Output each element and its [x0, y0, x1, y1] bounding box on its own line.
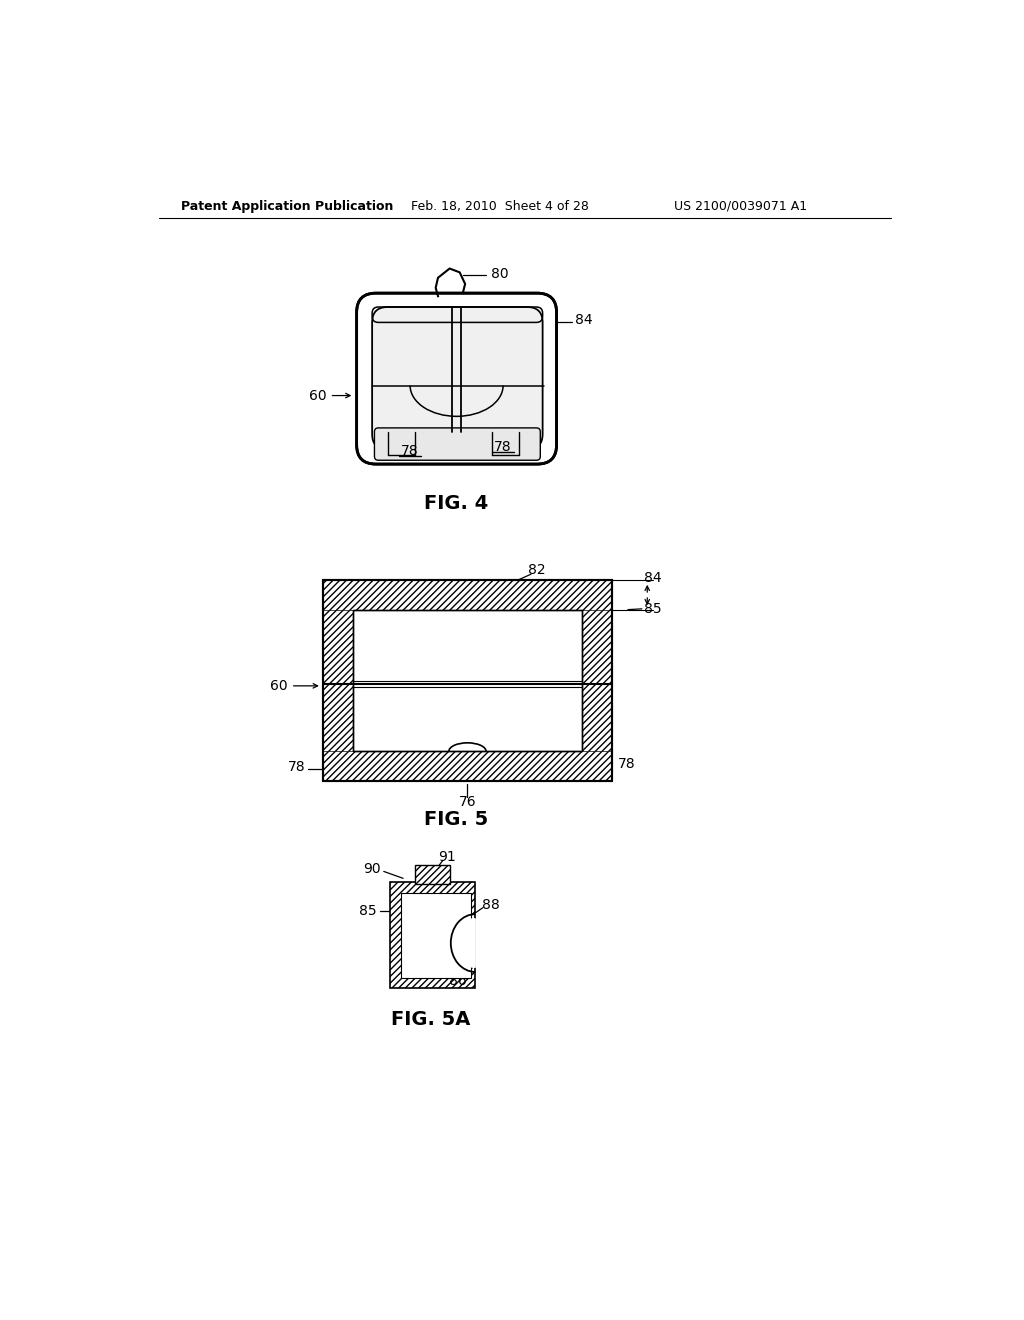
Text: 80: 80	[492, 267, 509, 281]
Bar	[400, 892, 471, 978]
Bar	[352, 610, 583, 751]
Bar	[324, 581, 352, 780]
Text: 85: 85	[644, 602, 662, 616]
Bar	[352, 610, 583, 751]
Text: 78: 78	[288, 760, 306, 774]
Text: 84: 84	[644, 572, 662, 585]
Text: 82: 82	[528, 564, 546, 577]
Text: Feb. 18, 2010  Sheet 4 of 28: Feb. 18, 2010 Sheet 4 of 28	[411, 199, 589, 213]
Text: 78: 78	[494, 440, 511, 454]
Text: 84: 84	[574, 313, 593, 327]
Bar	[324, 581, 611, 780]
Bar	[324, 581, 611, 780]
FancyBboxPatch shape	[375, 428, 541, 461]
Text: 85: 85	[359, 904, 377, 919]
Text: 78: 78	[617, 758, 635, 771]
Text: 60: 60	[270, 678, 288, 693]
Text: 86: 86	[449, 974, 466, 987]
Bar	[583, 581, 611, 780]
FancyBboxPatch shape	[372, 308, 543, 449]
Bar	[415, 866, 450, 884]
Text: 60: 60	[309, 388, 327, 403]
Text: 76: 76	[459, 795, 476, 809]
Text: FIG. 4: FIG. 4	[425, 494, 488, 513]
FancyBboxPatch shape	[356, 293, 557, 465]
Text: US 2100/0039071 A1: US 2100/0039071 A1	[674, 199, 807, 213]
Bar	[324, 581, 611, 780]
Text: 90: 90	[364, 862, 381, 876]
Bar	[324, 751, 611, 780]
Text: 78: 78	[400, 444, 418, 458]
Text: 91: 91	[438, 850, 456, 863]
Text: FIG. 5A: FIG. 5A	[390, 1010, 470, 1028]
Text: Patent Application Publication: Patent Application Publication	[180, 199, 393, 213]
Bar	[390, 882, 475, 989]
Text: 88: 88	[482, 899, 500, 912]
Bar	[324, 581, 611, 610]
Text: 86: 86	[411, 636, 428, 651]
Text: FIG. 5: FIG. 5	[425, 809, 488, 829]
Wedge shape	[451, 919, 475, 968]
